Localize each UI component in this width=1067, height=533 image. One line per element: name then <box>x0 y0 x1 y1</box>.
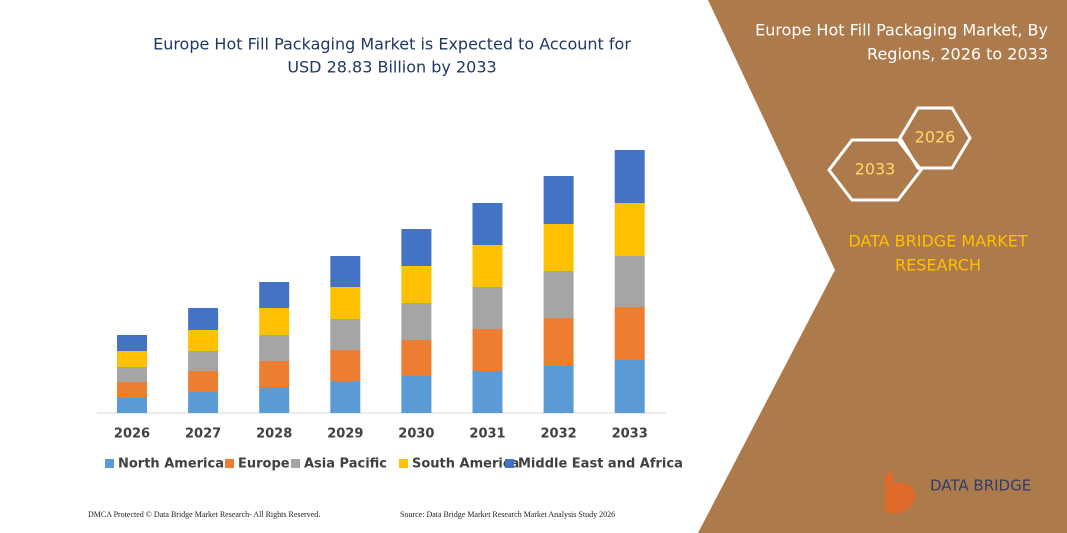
legend-swatch <box>505 459 514 468</box>
bar-segment <box>117 335 147 351</box>
bar-segment <box>543 318 574 366</box>
bar-segment <box>614 256 645 307</box>
bar-segment <box>117 382 147 398</box>
bar-segment <box>401 303 432 340</box>
bar-segment <box>117 398 147 413</box>
legend-label: Europe <box>238 457 290 472</box>
bar-segment <box>259 308 290 335</box>
bar-segment <box>330 287 361 319</box>
bar-segment <box>259 282 290 308</box>
x-tick-label: 2028 <box>256 427 292 442</box>
bar-segment <box>472 245 503 287</box>
bar-segment <box>614 360 645 413</box>
bar-segment <box>259 361 290 387</box>
legend-swatch <box>225 459 234 468</box>
bar-segment <box>259 387 290 413</box>
x-tick-label: 2033 <box>612 427 648 442</box>
bar-segment <box>188 371 219 392</box>
x-tick-label: 2027 <box>185 427 221 442</box>
x-tick-label: 2029 <box>327 427 363 442</box>
logo-mark <box>885 470 916 514</box>
x-tick-label: 2030 <box>398 427 434 442</box>
footer-text: DMCA Protected © Data Bridge Market Rese… <box>88 510 320 519</box>
legend-label: North America <box>118 457 224 472</box>
bar-segment <box>330 256 361 287</box>
bar-segment <box>543 366 574 413</box>
bar-segment <box>117 367 147 382</box>
bar-segment <box>614 307 645 360</box>
bar-segment <box>614 203 645 256</box>
bar-segment <box>401 340 432 376</box>
bar-segment <box>401 376 432 413</box>
bar-segment <box>401 229 432 266</box>
hexagon <box>827 138 923 202</box>
bar-segment <box>330 350 361 381</box>
brand-text: DATA BRIDGE MARKET <box>848 232 1028 251</box>
bar-segment <box>188 351 219 371</box>
bar-segment <box>472 287 503 329</box>
bar-segment <box>472 371 503 413</box>
footer-text: Source: Data Bridge Market Research Mark… <box>400 510 615 519</box>
brand-text: RESEARCH <box>895 256 981 275</box>
bar-segment <box>259 335 290 361</box>
logo-text: DATA BRIDGE <box>930 477 1031 495</box>
bar-segment <box>188 392 219 413</box>
panel-title: Europe Hot Fill Packaging Market, By <box>755 21 1048 40</box>
chart-title: Europe Hot Fill Packaging Market is Expe… <box>153 35 631 54</box>
legend-label: South America <box>412 457 519 472</box>
legend-swatch <box>105 459 114 468</box>
bar-segment <box>472 329 503 371</box>
panel-title: Regions, 2026 to 2033 <box>867 45 1048 64</box>
legend-swatch <box>399 459 408 468</box>
legend-swatch <box>291 459 300 468</box>
legend-label: Middle East and Africa <box>518 457 683 472</box>
bar-segment <box>117 351 147 367</box>
x-tick-label: 2026 <box>114 427 150 442</box>
chart-title: USD 28.83 Billion by 2033 <box>287 58 496 77</box>
bar-segment <box>472 203 503 245</box>
bar-segment <box>614 150 645 203</box>
hex-label: 2026 <box>915 128 956 147</box>
hexagon <box>898 106 972 170</box>
bar-segment <box>543 271 574 318</box>
bar-segment <box>401 266 432 303</box>
bar-segment <box>330 381 361 413</box>
bar-segment <box>188 330 219 351</box>
bar-segment <box>188 308 219 330</box>
bar-segment <box>543 224 574 271</box>
hex-label: 2033 <box>855 160 896 179</box>
x-tick-label: 2032 <box>541 427 577 442</box>
x-tick-label: 2031 <box>469 427 505 442</box>
bar-segment <box>543 176 574 224</box>
legend-label: Asia Pacific <box>304 457 387 472</box>
bar-segment <box>330 319 361 350</box>
side-panel <box>698 0 1067 533</box>
